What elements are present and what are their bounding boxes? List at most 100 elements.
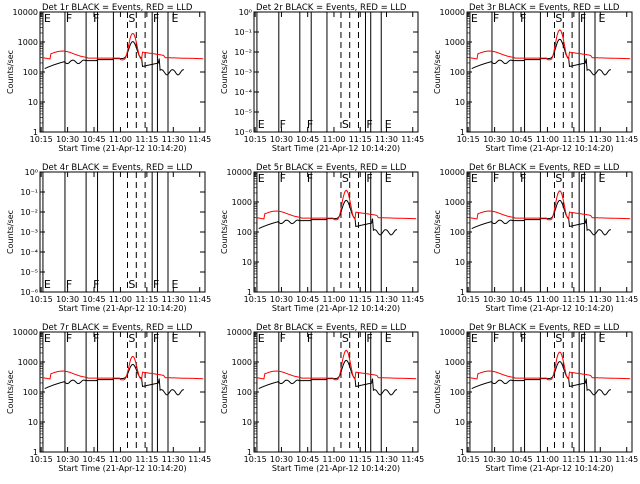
- y-tick-label: 10⁻¹: [234, 28, 252, 37]
- x-tick-label: 11:15: [349, 455, 372, 464]
- interval-letter: F: [493, 12, 499, 25]
- interval-letter: F: [307, 172, 313, 185]
- interval-letter: E: [44, 332, 51, 345]
- interval-letter: F: [307, 332, 313, 345]
- x-tick-label: 11:30: [162, 295, 185, 304]
- interval-letter: F: [580, 332, 586, 345]
- interval-letter: S: [342, 118, 349, 131]
- y-tick-label: 10⁻³: [20, 228, 38, 237]
- x-tick-label: 10:15: [244, 295, 267, 304]
- x-tick-label: 10:30: [270, 295, 293, 304]
- y-tick-label: 1000: [18, 358, 38, 367]
- x-tick-label: 11:15: [562, 135, 585, 144]
- interval-letter: F: [153, 332, 159, 345]
- y-tick-label: 100: [450, 68, 465, 77]
- panel-title: Det 4r BLACK = Events, RED = LLD: [42, 163, 193, 173]
- x-tick-label: 11:15: [135, 135, 158, 144]
- series-lld-line: [41, 32, 204, 61]
- interval-letter: E: [258, 172, 265, 185]
- y-tick-label: 100: [450, 388, 465, 397]
- interval-letter: E: [471, 172, 478, 185]
- interval-letter: F: [153, 278, 159, 291]
- y-tick-label: 1000: [232, 358, 252, 367]
- y-tick-label: 1: [33, 448, 38, 457]
- y-axis-label: Counts/sec: [433, 370, 442, 414]
- x-tick-label: 11:45: [615, 295, 638, 304]
- y-tick-label: 10⁻⁶: [234, 128, 252, 137]
- series-events-line: [44, 363, 184, 396]
- interval-letter: F: [520, 12, 526, 25]
- interval-letter: F: [520, 332, 526, 345]
- y-tick-label: 10000: [13, 328, 38, 337]
- panel-title: Det 8r BLACK = Events, RED = LLD: [256, 323, 407, 333]
- y-tick-label: 10000: [13, 8, 38, 17]
- y-tick-label: 10⁻⁶: [20, 288, 38, 297]
- x-tick-label: 11:00: [322, 455, 345, 464]
- series-lld-line: [41, 355, 204, 381]
- panel-title: Det 9r BLACK = Events, RED = LLD: [469, 323, 620, 333]
- series-lld-line: [468, 190, 631, 221]
- y-tick-label: 10⁰: [25, 168, 38, 177]
- series-lld-line: [468, 351, 631, 381]
- x-axis-label: Start Time (21-Apr-12 10:14:20): [485, 304, 613, 313]
- interval-letter: F: [580, 172, 586, 185]
- x-tick-label: 10:15: [244, 455, 267, 464]
- interval-letter: F: [580, 12, 586, 25]
- x-tick-label: 10:45: [82, 295, 105, 304]
- interval-letter: E: [258, 118, 265, 131]
- x-axis-label: Start Time (21-Apr-12 10:14:20): [58, 304, 186, 313]
- interval-letter: S: [128, 332, 135, 345]
- interval-letter: S: [555, 172, 562, 185]
- x-tick-label: 10:30: [270, 135, 293, 144]
- y-tick-label: 10⁻²: [20, 208, 38, 217]
- x-axis-label: Start Time (21-Apr-12 10:14:20): [272, 144, 400, 153]
- x-tick-label: 11:15: [562, 455, 585, 464]
- x-tick-label: 11:45: [188, 455, 211, 464]
- interval-letter: F: [93, 332, 99, 345]
- y-axis-label: Counts/sec: [220, 370, 229, 414]
- x-axis-label: Start Time (21-Apr-12 10:14:20): [58, 144, 186, 153]
- x-tick-label: 11:15: [135, 455, 158, 464]
- x-tick-label: 10:30: [270, 455, 293, 464]
- interval-letter: S: [555, 332, 562, 345]
- x-tick-label: 11:15: [562, 295, 585, 304]
- x-tick-label: 11:45: [188, 295, 211, 304]
- panel-6: Det 6r BLACK = Events, RED = LLD 1 10 100 10…: [433, 163, 638, 313]
- interval-letter: E: [172, 278, 179, 291]
- y-tick-label: 10000: [440, 328, 465, 337]
- series-lld-line: [255, 189, 417, 221]
- x-tick-label: 11:30: [589, 455, 612, 464]
- x-tick-label: 10:15: [30, 295, 53, 304]
- x-tick-label: 11:00: [109, 455, 132, 464]
- x-tick-label: 11:45: [615, 135, 638, 144]
- y-tick-label: 10⁻⁵: [20, 268, 38, 277]
- x-tick-label: 10:30: [56, 295, 79, 304]
- interval-letter: F: [280, 118, 286, 131]
- interval-letter: S: [342, 332, 349, 345]
- interval-letter: F: [93, 278, 99, 291]
- x-tick-label: 11:45: [401, 135, 424, 144]
- x-axis-label: Start Time (21-Apr-12 10:14:20): [272, 464, 400, 473]
- y-axis-label: Counts/sec: [6, 210, 15, 254]
- interval-letter: E: [44, 12, 51, 25]
- interval-letter: F: [66, 332, 72, 345]
- x-tick-label: 10:15: [30, 135, 53, 144]
- y-tick-label: 1: [247, 288, 252, 297]
- interval-letter: F: [493, 332, 499, 345]
- y-tick-label: 10000: [440, 8, 465, 17]
- x-tick-label: 11:30: [375, 135, 398, 144]
- y-tick-label: 10: [242, 258, 252, 267]
- x-tick-label: 11:30: [162, 455, 185, 464]
- interval-letter: E: [44, 278, 51, 291]
- interval-letter: S: [555, 12, 562, 25]
- x-tick-label: 10:30: [483, 295, 506, 304]
- x-tick-label: 10:45: [296, 295, 319, 304]
- x-tick-label: 11:30: [589, 135, 612, 144]
- y-tick-label: 100: [450, 228, 465, 237]
- y-tick-label: 10000: [440, 168, 465, 177]
- x-tick-label: 11:00: [109, 135, 132, 144]
- x-tick-label: 11:00: [536, 455, 559, 464]
- x-tick-label: 10:15: [457, 455, 480, 464]
